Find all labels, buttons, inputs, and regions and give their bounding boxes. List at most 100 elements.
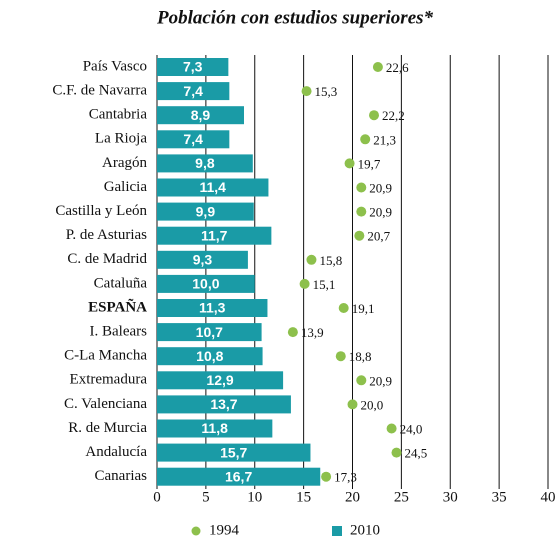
- bar: [157, 106, 244, 125]
- y-tick-label: Andalucía: [85, 444, 147, 460]
- bar-label: 10,0: [192, 276, 219, 292]
- dot-label: 15,3: [315, 84, 338, 99]
- y-tick-label: Extremadura: [70, 372, 148, 388]
- bar: [157, 443, 311, 462]
- bar-label: 11,3: [199, 300, 226, 316]
- bar: [157, 154, 253, 173]
- dot: [321, 471, 332, 482]
- y-tick-label: R. de Murcia: [68, 420, 147, 436]
- dot-label: 13,9: [301, 325, 324, 340]
- bar-label: 16,7: [225, 468, 252, 484]
- bar: [157, 299, 268, 317]
- dot-label: 22,6: [386, 60, 409, 75]
- bar: [157, 178, 269, 197]
- bar-label: 11,8: [201, 420, 228, 436]
- dot-label: 20,0: [361, 397, 384, 412]
- x-tick-label: 35: [492, 489, 507, 505]
- bar-label: 13,7: [210, 396, 237, 412]
- dot: [356, 206, 367, 217]
- dot-label: 24,5: [404, 446, 427, 461]
- bar: [157, 323, 262, 342]
- bar-label: 10,8: [196, 348, 223, 364]
- dot-label: 19,1: [352, 301, 375, 316]
- bar: [157, 250, 248, 269]
- bar-label: 15,7: [220, 444, 247, 460]
- bar-label: 8,9: [191, 107, 211, 123]
- dot: [347, 399, 358, 410]
- dot-label: 17,3: [334, 470, 357, 485]
- y-tick-label: Aragón: [102, 155, 147, 171]
- dot: [301, 86, 312, 97]
- bar: [157, 130, 230, 149]
- bar-label: 7,4: [183, 131, 203, 147]
- dot-label: 20,9: [369, 373, 392, 388]
- bar: [157, 226, 272, 245]
- bar-label: 11,4: [199, 179, 226, 195]
- bar: [157, 202, 254, 221]
- legend-label: 1994: [209, 522, 240, 538]
- dot: [335, 351, 346, 362]
- dot: [386, 423, 397, 434]
- legend-label: 2010: [350, 522, 380, 538]
- y-tick-label: Galicia: [104, 179, 148, 195]
- dot-label: 24,0: [400, 421, 423, 436]
- dot: [354, 230, 365, 241]
- y-tick-label: Castilla y León: [55, 203, 147, 219]
- bar: [157, 58, 229, 76]
- x-tick-label: 0: [153, 489, 161, 505]
- dot-label: 20,9: [369, 180, 392, 195]
- dot: [356, 375, 367, 386]
- dot-label: 20,7: [367, 229, 390, 244]
- dot: [299, 278, 310, 289]
- dot: [391, 447, 402, 458]
- x-tick-label: 10: [247, 489, 262, 505]
- x-tick-label: 30: [443, 489, 458, 505]
- bar-label: 7,4: [183, 83, 203, 99]
- dot: [369, 110, 380, 121]
- dot-label: 21,3: [373, 132, 396, 147]
- bar: [157, 395, 291, 414]
- y-tick-label: C.F. de Navarra: [52, 83, 147, 99]
- bar: [157, 371, 284, 390]
- y-tick-label: Canarias: [95, 468, 148, 484]
- dot: [338, 303, 349, 313]
- dot: [344, 158, 355, 169]
- bar: [157, 82, 230, 101]
- y-tick-label: C-La Mancha: [64, 348, 147, 364]
- bar-label: 9,9: [196, 203, 216, 219]
- x-tick-label: 20: [345, 489, 360, 505]
- dot-label: 15,1: [313, 277, 336, 292]
- bar: [157, 467, 321, 486]
- y-tick-label: C. de Madrid: [67, 251, 147, 267]
- dot-label: 20,9: [369, 205, 392, 220]
- x-tick-label: 5: [202, 489, 210, 505]
- x-tick-label: 25: [394, 489, 409, 505]
- bar-label: 11,7: [201, 227, 228, 243]
- y-tick-label: P. de Asturias: [66, 227, 147, 243]
- x-tick-label: 15: [296, 489, 311, 505]
- bar-label: 12,9: [206, 372, 233, 388]
- dot: [306, 254, 317, 265]
- bar-label: 10,7: [196, 324, 223, 340]
- dot: [287, 327, 298, 338]
- y-tick-label: País Vasco: [83, 58, 147, 74]
- bar: [157, 419, 273, 438]
- bar-label: 7,3: [183, 59, 203, 75]
- y-tick-label: Cantabria: [89, 107, 148, 123]
- dot-label: 18,8: [349, 349, 372, 364]
- bar-label: 9,3: [193, 252, 213, 268]
- dot-label: 15,8: [319, 253, 342, 268]
- dot: [356, 182, 367, 193]
- dot-label: 22,2: [382, 108, 405, 123]
- chart-title: Población con estudios superiores*: [156, 7, 434, 28]
- y-tick-label: I. Balears: [90, 324, 148, 340]
- bar-label: 9,8: [195, 155, 215, 171]
- legend-swatch: [191, 526, 201, 536]
- x-tick-label: 40: [541, 489, 556, 505]
- dot: [360, 134, 371, 145]
- y-tick-label: C. Valenciana: [64, 396, 147, 412]
- legend-swatch: [332, 526, 342, 536]
- y-tick-label: Cataluña: [94, 275, 148, 291]
- y-tick-label: ESPAÑA: [88, 297, 147, 315]
